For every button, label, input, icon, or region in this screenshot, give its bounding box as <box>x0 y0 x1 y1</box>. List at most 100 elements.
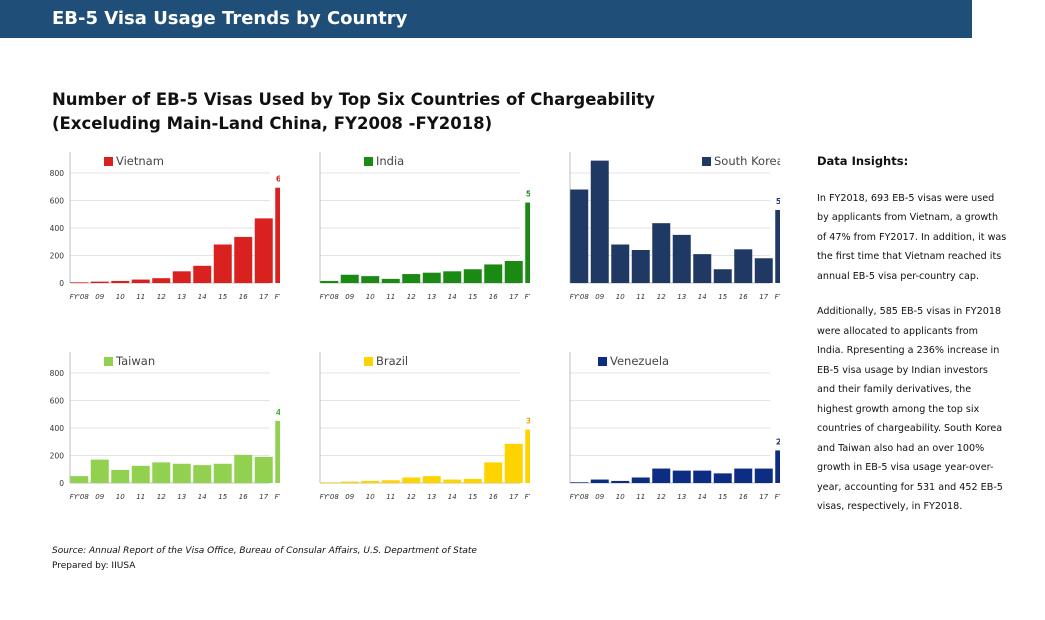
bar-india-09 <box>340 274 359 283</box>
x-tick-label: 15 <box>718 293 727 301</box>
legend-swatch <box>702 157 711 166</box>
data-insights: Data Insights: In FY2018, 693 EB-5 visas… <box>817 152 1007 533</box>
x-tick-label: 15 <box>718 493 727 501</box>
bar-taiwan-14 <box>193 465 212 483</box>
bar-brazil-15 <box>463 478 482 483</box>
x-tick-label: 09 <box>595 293 604 301</box>
bar-vietnam-17 <box>254 218 273 283</box>
legend-swatch <box>598 357 607 366</box>
x-tick-label: 16 <box>239 293 248 301</box>
x-tick-label: 12 <box>407 293 416 301</box>
bar-india-fy-18 <box>525 202 530 283</box>
x-tick-label: 14 <box>198 293 207 301</box>
bar-vietnam-13 <box>172 271 191 283</box>
x-tick-label: FY'18 <box>275 293 280 301</box>
bar-venezuela-10 <box>611 480 630 483</box>
y-tick-label: 800 <box>50 169 65 178</box>
bar-vietnam-12 <box>152 278 171 283</box>
x-tick-label: 13 <box>427 493 436 501</box>
x-tick-label: 16 <box>739 293 748 301</box>
x-tick-label: 09 <box>95 493 104 501</box>
legend-swatch <box>104 357 113 366</box>
main-title-line-1: Number of EB-5 Visas Used by Top Six Cou… <box>52 90 655 109</box>
insights-paragraph-1: In FY2018, 693 EB-5 visas were used by a… <box>817 192 1007 282</box>
bar-taiwan-fy-08 <box>70 476 89 483</box>
legend-label: Venezuela <box>610 354 669 368</box>
x-tick-label: 10 <box>116 293 125 301</box>
x-tick-label: 13 <box>177 493 186 501</box>
chart-south-korea: FY'08 09 10 11 12 13 14 15 16 17 FY'18 531 South Kor… <box>540 152 780 312</box>
y-tick-label: 600 <box>50 197 65 206</box>
x-tick-label: FY'08 <box>70 493 90 501</box>
bar-brazil-10 <box>361 480 380 483</box>
bar-south-korea-09 <box>590 160 609 283</box>
y-tick-label: 0 <box>59 479 64 488</box>
x-tick-label: 17 <box>509 493 518 501</box>
bar-india-15 <box>463 269 482 283</box>
legend-swatch <box>364 157 373 166</box>
x-tick-label: 14 <box>698 493 707 501</box>
bar-venezuela-09 <box>590 479 609 483</box>
legend-label: Taiwan <box>115 354 155 368</box>
bar-south-korea-fy-08 <box>570 189 589 283</box>
bar-taiwan-10 <box>111 469 130 483</box>
legend-label: South Korea <box>714 154 780 168</box>
bar-vietnam-fy-08 <box>70 282 89 283</box>
x-tick-label: 12 <box>407 493 416 501</box>
x-tick-label: 13 <box>177 293 186 301</box>
bar-taiwan-16 <box>234 454 253 483</box>
x-tick-label: 10 <box>366 493 375 501</box>
bar-india-11 <box>381 278 400 283</box>
x-tick-label: 09 <box>345 293 354 301</box>
y-tick-label: 200 <box>50 252 65 261</box>
x-tick-label: 15 <box>218 293 227 301</box>
chart-vietnam: 0 200 400 600 800 FY'08 09 10 11 12 13 14 15 16 17 FY'1… <box>40 152 280 312</box>
bar-venezuela-fy-08 <box>570 482 589 483</box>
x-tick-label: 17 <box>509 293 518 301</box>
x-tick-label: 16 <box>489 493 498 501</box>
bar-venezuela-13 <box>672 470 691 483</box>
x-tick-label: 15 <box>468 493 477 501</box>
bar-south-korea-15 <box>713 269 732 283</box>
x-tick-label: FY'08 <box>570 293 590 301</box>
bar-vietnam-09 <box>90 281 109 283</box>
bar-brazil-09 <box>340 481 359 483</box>
bar-brazil-11 <box>381 480 400 483</box>
x-tick-label: FY'18 <box>275 493 280 501</box>
chart-svg-taiwan: 0 200 400 600 800 FY'08 09 10 11 12 13 14 15 16 17 FY'1… <box>50 352 280 501</box>
x-tick-label: 14 <box>198 493 207 501</box>
bar-venezuela-14 <box>693 470 712 483</box>
bar-taiwan-13 <box>172 463 191 483</box>
bar-venezuela-12 <box>652 468 671 483</box>
x-tick-label: 17 <box>759 293 768 301</box>
bar-taiwan-09 <box>90 459 109 483</box>
bar-india-17 <box>504 261 523 283</box>
bar-south-korea-11 <box>631 250 650 283</box>
bar-venezuela-11 <box>631 477 650 483</box>
bar-venezuela-fy-18 <box>775 450 780 483</box>
bar-brazil-fy-18 <box>525 429 530 483</box>
header-bar: EB-5 Visa Usage Trends by Country <box>0 0 972 38</box>
x-tick-label: 12 <box>657 493 666 501</box>
x-tick-label: 16 <box>239 493 248 501</box>
bar-south-korea-13 <box>672 234 691 283</box>
x-tick-label: 11 <box>136 493 145 501</box>
insights-heading: Data Insights: <box>817 154 909 168</box>
bar-india-14 <box>443 271 462 283</box>
x-tick-label: 15 <box>468 293 477 301</box>
bar-vietnam-16 <box>234 236 253 283</box>
bar-brazil-fy-08 <box>320 482 339 483</box>
main-title-line-2: (Exceluding Main-Land China, FY2008 -FY2… <box>52 114 493 133</box>
main-title: Number of EB-5 Visas Used by Top Six Cou… <box>52 88 655 136</box>
bar-venezuela-15 <box>713 473 732 483</box>
x-tick-label: 14 <box>448 293 457 301</box>
x-tick-label: 10 <box>616 493 625 501</box>
x-tick-label: 10 <box>366 293 375 301</box>
data-label: 585 <box>526 190 530 199</box>
bar-taiwan-fy-18 <box>275 420 280 483</box>
x-tick-label: FY'18 <box>775 293 780 301</box>
x-tick-label: 11 <box>136 293 145 301</box>
x-tick-label: FY'08 <box>70 293 90 301</box>
bar-india-10 <box>361 276 380 283</box>
bar-taiwan-15 <box>213 463 232 483</box>
